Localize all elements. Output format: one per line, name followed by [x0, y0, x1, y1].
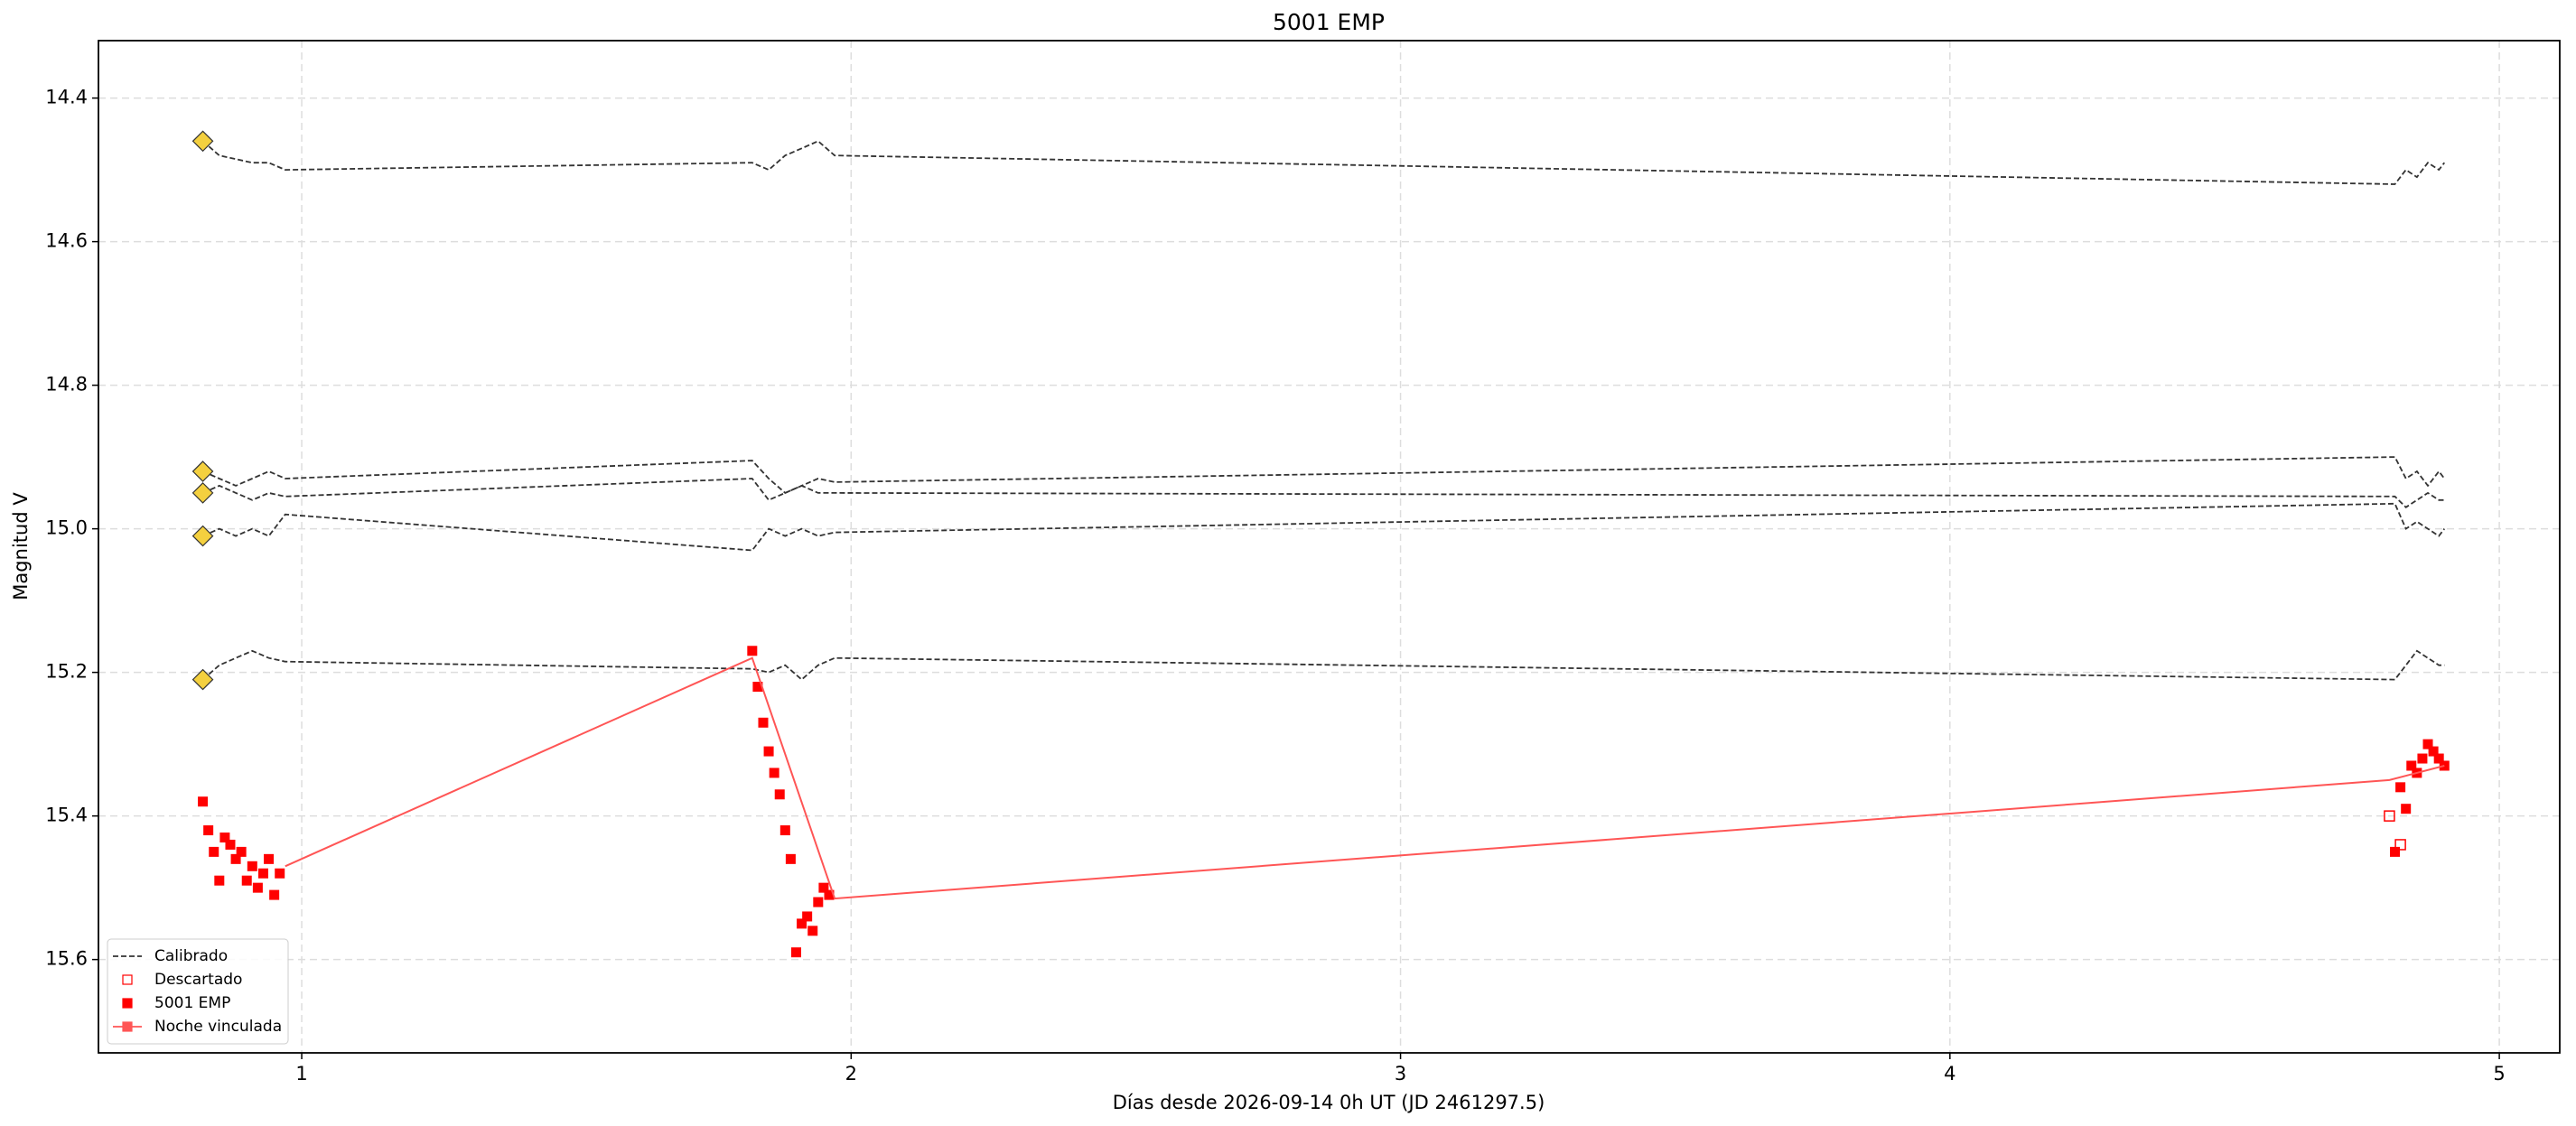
data-point [275, 868, 285, 879]
legend-box [107, 938, 289, 1045]
data-point [802, 911, 813, 922]
data-point [264, 853, 275, 864]
data-point [758, 717, 769, 728]
data-point [2401, 804, 2412, 814]
data-point [2422, 739, 2433, 749]
x-axis-label: Días desde 2026-09-14 0h UT (JD 2461297.… [1113, 1092, 1545, 1113]
data-point [763, 746, 774, 757]
data-point [779, 825, 790, 836]
data-point [209, 846, 219, 857]
x-tick-label: 5 [2493, 1063, 2505, 1084]
data-point [747, 646, 758, 656]
data-point [225, 839, 236, 850]
data-point [824, 889, 835, 900]
data-point [2433, 753, 2444, 764]
x-tick-label: 1 [295, 1063, 307, 1084]
legend-label: 5001 EMP [154, 994, 230, 1012]
calibrated-line [202, 478, 2445, 508]
data-point [2395, 782, 2406, 793]
calibrated-line [202, 502, 2446, 552]
plot-frame [98, 40, 2561, 1054]
data-point [769, 768, 779, 778]
data-point [203, 825, 214, 836]
data-point [807, 926, 818, 936]
y-tick-label: 15.0 [45, 517, 88, 539]
data-point [2390, 846, 2401, 857]
legend-swatch [122, 1021, 133, 1032]
legend-label: Calibrado [154, 947, 228, 965]
data-point [198, 796, 209, 807]
x-tick-label: 3 [1395, 1063, 1406, 1084]
discarded-point [2384, 810, 2395, 822]
data-point [230, 853, 241, 864]
legend-swatch [122, 974, 133, 985]
data-point [752, 682, 763, 693]
data-point [2406, 760, 2417, 771]
calibrated-line [202, 140, 2446, 185]
start-marker [191, 525, 214, 547]
data-point [774, 789, 785, 800]
start-marker [191, 461, 214, 482]
y-tick-label: 14.8 [45, 374, 88, 395]
data-point [813, 897, 824, 907]
legend-label: Noche vinculada [154, 1018, 282, 1036]
data-point [214, 875, 225, 886]
data-point [247, 861, 257, 871]
start-marker [191, 130, 214, 153]
legend-label: Descartado [154, 971, 242, 989]
data-point [818, 882, 829, 893]
chart-title: 5001 EMP [1273, 9, 1385, 35]
data-point [2417, 753, 2428, 764]
legend-swatch [122, 998, 133, 1009]
y-tick-label: 14.4 [45, 87, 88, 108]
data-point [2428, 746, 2439, 757]
y-tick-label: 15.6 [45, 948, 88, 970]
discarded-point [2394, 839, 2406, 851]
data-point [797, 918, 807, 929]
data-point [236, 846, 247, 857]
y-tick-label: 15.2 [45, 661, 88, 683]
legend: Calibrado Descartado 5001 EMP Noche vincula… [107, 938, 289, 1045]
y-tick-label: 14.6 [45, 230, 88, 252]
data-point [790, 947, 801, 958]
data-point [257, 868, 268, 879]
x-tick-label: 4 [1944, 1063, 1955, 1084]
data-point [241, 875, 252, 886]
data-point [269, 889, 280, 900]
x-tick-label: 2 [845, 1063, 857, 1084]
start-marker [191, 668, 214, 691]
data-point [252, 882, 263, 893]
start-marker [191, 482, 214, 504]
y-tick-label: 15.4 [45, 805, 88, 826]
data-point [785, 853, 796, 864]
calibrated-line [202, 649, 2445, 681]
linked-night-line [285, 656, 2445, 900]
data-point [219, 832, 230, 842]
y-axis-label: Magnitud V [10, 492, 32, 600]
